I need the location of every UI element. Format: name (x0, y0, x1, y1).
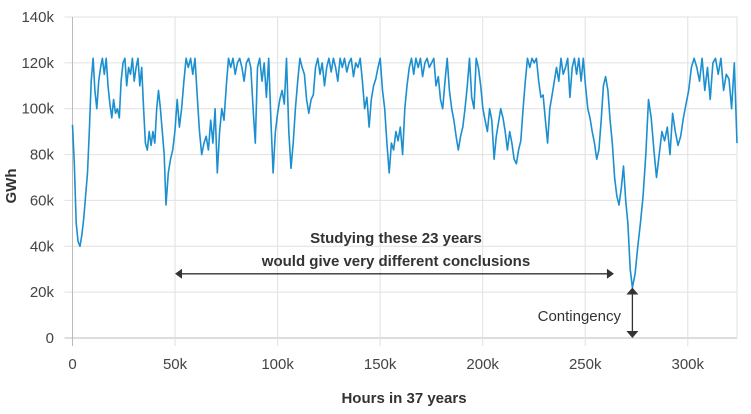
series-line-gwh (71, 57, 738, 289)
y-tick-label: 80k (30, 147, 55, 164)
y-tick-label: 60k (30, 192, 55, 209)
arrowhead-down-icon (626, 331, 639, 338)
range-arrow (175, 268, 614, 279)
arrowhead-left-icon (175, 268, 183, 279)
x-tick-label: 50k (163, 356, 188, 373)
y-axis-ticks: 0 20k 40k 60k 80k 100k 120k 140k (21, 9, 54, 347)
y-tick-label: 100k (21, 101, 54, 118)
x-tick-label: 100k (261, 356, 294, 373)
arrowhead-right-icon (606, 268, 614, 279)
y-tick-label: 40k (30, 238, 55, 255)
contingency-arrow (626, 287, 639, 338)
x-axis-ticks: 0 50k 100k 150k 200k 250k 300k (68, 356, 704, 373)
y-tick-label: 120k (21, 55, 54, 72)
y-tick-label: 140k (21, 9, 54, 26)
y-axis-title: GWh (3, 169, 20, 204)
x-axis-title: Hours in 37 years (341, 390, 466, 407)
contingency-label: Contingency (538, 308, 622, 325)
x-tick-label: 300k (672, 356, 705, 373)
y-tick-label: 20k (30, 284, 55, 301)
x-tick-label: 200k (466, 356, 499, 373)
annotation-line1: Studying these 23 years (310, 230, 482, 247)
arrowhead-up-icon (626, 287, 639, 295)
annotation-line2: would give very different conclusions (261, 253, 530, 270)
x-tick-label: 150k (364, 356, 397, 373)
y-tick-label: 0 (46, 330, 54, 347)
x-tick-label: 0 (68, 356, 76, 373)
x-tick-label: 250k (569, 356, 602, 373)
